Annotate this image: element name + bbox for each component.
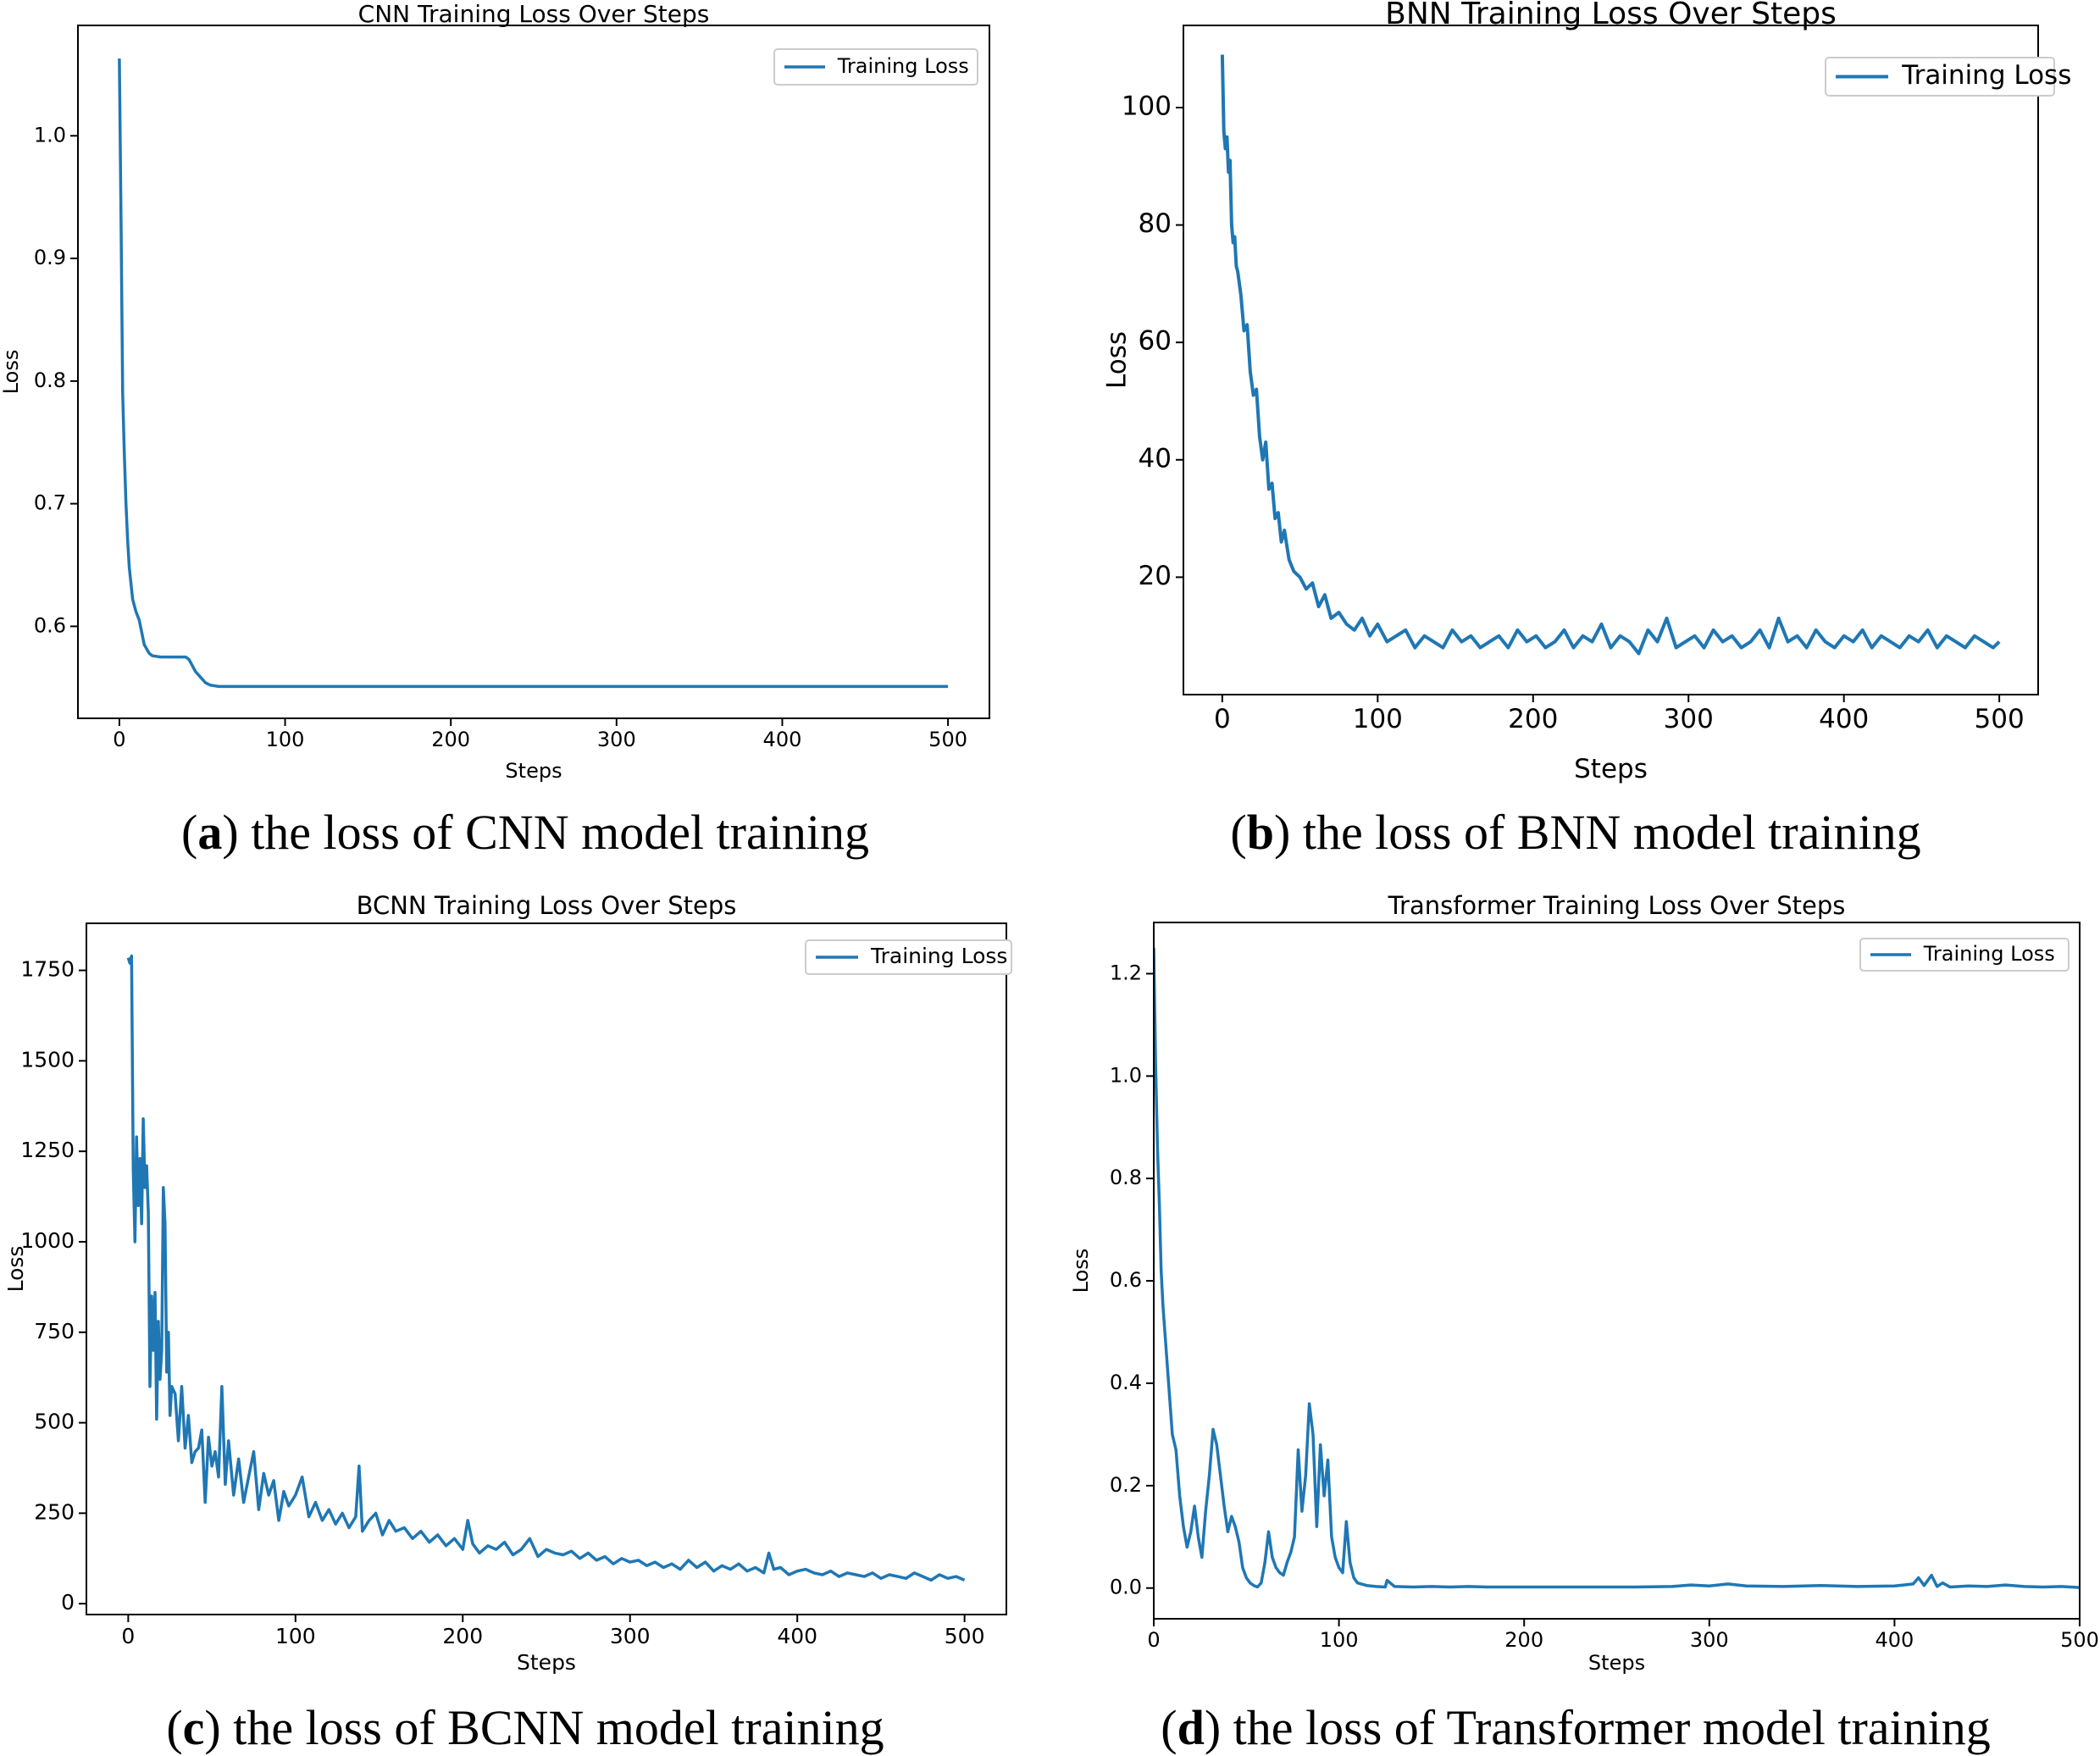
caption-c: (c) the loss of BCNN model training [166, 1700, 884, 1755]
x-tick-label: 500 [928, 728, 967, 751]
legend-label: Training Loss [870, 944, 1007, 968]
cnn-loss-chart: CNN Training Loss Over Steps 0 100 200 300 40… [0, 0, 990, 783]
x-tick-label: 0 [1147, 1628, 1160, 1652]
y-tick-label: 0.8 [34, 368, 66, 392]
x-tick-label: 300 [610, 1624, 651, 1648]
y-axis-label: Loss [1069, 1249, 1093, 1293]
y-tick-label: 1.2 [1110, 961, 1142, 984]
chart-title: BCNN Training Loss Over Steps [357, 891, 737, 920]
x-tick-label: 500 [2060, 1628, 2099, 1652]
plot-frame [77, 25, 990, 719]
chart-title: BNN Training Loss Over Steps [1385, 0, 1837, 31]
y-tick-label: 1250 [20, 1138, 75, 1162]
x-tick-label: 400 [1875, 1628, 1914, 1652]
y-tick-label: 1.0 [1110, 1063, 1142, 1087]
y-tick-label: 0.2 [1110, 1473, 1142, 1497]
x-tick-label: 200 [442, 1624, 483, 1648]
y-tick-label: 0.6 [1110, 1268, 1142, 1292]
y-tick-label: 1500 [20, 1047, 75, 1072]
caption-a: (a) the loss of CNN model training [181, 805, 869, 860]
caption-a-label: a [197, 805, 223, 860]
x-axis-label: Steps [1588, 1651, 1645, 1675]
y-tick-label: 40 [1139, 443, 1172, 474]
x-tick-label: 100 [266, 728, 305, 751]
plot-frame [1183, 25, 2039, 695]
y-tick-label: 80 [1139, 208, 1172, 239]
transformer-loss-chart: Transformer Training Loss Over Steps 0 100… [1069, 891, 2099, 1675]
caption-d: (d) the loss of Transformer model traini… [1161, 1700, 1991, 1755]
y-axis-label: Loss [0, 350, 23, 395]
series-line-training-loss [118, 58, 949, 689]
series-line-training-loss [126, 954, 966, 1582]
x-tick-label: 300 [1664, 704, 1714, 734]
y-tick-label: 0.9 [34, 246, 66, 269]
x-tick-label: 400 [1819, 704, 1869, 734]
x-tick-label: 100 [1320, 1628, 1359, 1652]
y-tick-label: 20 [1139, 561, 1172, 591]
legend-label: Training Loss [1923, 942, 2055, 966]
y-tick-label: 1.0 [34, 123, 66, 147]
y-tick-label: 250 [34, 1499, 75, 1524]
y-axis-label: Loss [3, 1246, 28, 1293]
x-tick-label: 500 [1975, 704, 2025, 734]
caption-d-label: d [1177, 1700, 1205, 1755]
y-tick-label: 0.0 [1110, 1576, 1142, 1599]
x-axis-label: Steps [517, 1650, 576, 1675]
bcnn-loss-chart: BCNN Training Loss Over Steps 0 100 200 300 4… [3, 891, 1012, 1675]
series-line-training-loss [1220, 54, 2001, 656]
legend-box [805, 939, 1012, 975]
chart-title: CNN Training Loss Over Steps [358, 0, 710, 28]
y-tick-label: 1000 [20, 1228, 75, 1253]
y-tick-label: 60 [1139, 326, 1172, 357]
x-tick-label: 300 [597, 728, 636, 751]
x-tick-label: 300 [1690, 1628, 1729, 1652]
x-tick-label: 0 [113, 728, 125, 751]
chart-title: Transformer Training Loss Over Steps [1388, 891, 1846, 920]
y-tick-label: 100 [1122, 91, 1172, 122]
x-tick-label: 400 [763, 728, 802, 751]
y-tick-label: 0.8 [1110, 1166, 1142, 1189]
caption-b-text: the loss of BNN model training [1290, 805, 1921, 860]
x-tick-label: 200 [431, 728, 470, 751]
legend-box [773, 48, 978, 86]
y-tick-label: 1750 [20, 957, 75, 982]
legend-box [1859, 938, 2070, 972]
x-tick-label: 100 [1353, 704, 1403, 734]
x-tick-label: 400 [777, 1624, 817, 1648]
caption-c-text: the loss of BCNN model training [220, 1700, 884, 1755]
x-tick-label: 0 [121, 1624, 135, 1648]
y-tick-label: 0.4 [1110, 1371, 1142, 1394]
x-tick-label: 500 [945, 1624, 985, 1648]
plot-frame [1153, 922, 2081, 1620]
y-axis-label: Loss [1102, 331, 1133, 389]
caption-b: (b) the loss of BNN model training [1230, 805, 1921, 860]
caption-c-label: c [182, 1700, 205, 1755]
y-tick-label: 500 [34, 1410, 75, 1434]
caption-d-text: the loss of Transformer model training [1221, 1700, 1991, 1755]
legend-box [1825, 57, 2055, 97]
x-tick-label: 0 [1214, 704, 1231, 734]
y-tick-label: 750 [34, 1319, 75, 1343]
bnn-loss-chart: BNN Training Loss Over Steps 0 100 200 300 40… [1102, 0, 2072, 784]
y-tick-label: 0 [61, 1590, 75, 1615]
y-tick-label: 0.6 [34, 613, 66, 637]
series-line-training-loss [1154, 948, 2080, 1589]
x-tick-label: 100 [275, 1624, 316, 1648]
legend-label: Training Loss [1901, 60, 2071, 91]
x-axis-label: Steps [505, 759, 562, 783]
legend-label: Training Loss [837, 54, 969, 78]
y-tick-label: 0.7 [34, 491, 66, 515]
x-tick-label: 200 [1508, 704, 1558, 734]
x-tick-label: 200 [1504, 1628, 1543, 1652]
plot-frame [86, 922, 1007, 1615]
caption-b-label: b [1246, 805, 1274, 860]
caption-a-text: the loss of CNN model training [238, 805, 869, 860]
x-axis-label: Steps [1574, 754, 1648, 784]
